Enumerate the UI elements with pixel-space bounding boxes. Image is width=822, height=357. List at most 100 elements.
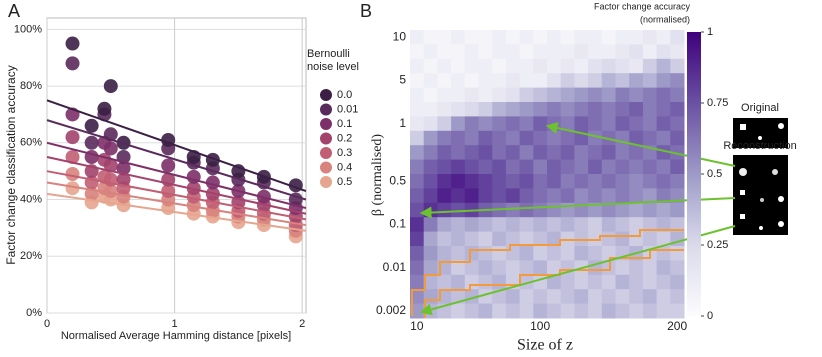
cell <box>505 58 521 74</box>
cell <box>492 246 507 261</box>
cell <box>588 116 603 132</box>
cell <box>519 202 534 218</box>
cell <box>464 174 479 189</box>
cell <box>492 145 507 161</box>
panel-label: B <box>360 1 372 21</box>
cell <box>615 145 630 161</box>
cell <box>505 202 521 218</box>
point <box>65 56 80 71</box>
cell <box>464 30 479 45</box>
cell <box>601 188 616 204</box>
cell <box>519 188 534 204</box>
cell <box>423 260 438 276</box>
cell <box>615 274 630 290</box>
cell <box>642 260 658 276</box>
cell <box>478 145 493 161</box>
cell <box>478 188 493 204</box>
cell <box>601 44 616 60</box>
cell <box>505 145 521 161</box>
cell <box>410 202 425 218</box>
cell <box>629 303 644 319</box>
cell <box>601 73 616 89</box>
cell <box>410 130 425 146</box>
cell <box>533 30 548 45</box>
x-axis-label: Normalised Average Hamming distance [pix… <box>61 330 291 342</box>
y-tick-label: 10 <box>393 29 407 43</box>
cell <box>464 188 479 204</box>
cell <box>629 231 644 247</box>
cell <box>629 44 644 60</box>
cell <box>423 217 438 233</box>
cell <box>423 274 438 290</box>
cell <box>519 231 534 247</box>
cell <box>629 202 644 218</box>
cell <box>464 116 479 132</box>
cell <box>670 246 685 261</box>
cell <box>533 202 548 218</box>
cell <box>560 274 575 290</box>
cell <box>437 130 452 146</box>
cell <box>478 274 493 290</box>
cell <box>423 87 438 103</box>
shape <box>740 124 746 130</box>
y-tick-label: 20% <box>20 250 42 262</box>
cell <box>423 246 438 261</box>
cell <box>533 174 548 189</box>
legend-label: 0.2 <box>337 132 352 144</box>
cell <box>615 188 630 204</box>
cell <box>560 159 575 175</box>
cell <box>423 231 438 247</box>
cell <box>642 102 658 117</box>
cell <box>547 289 562 305</box>
cell <box>574 145 589 161</box>
cell <box>588 274 603 290</box>
cell <box>588 202 603 218</box>
cell <box>533 159 548 175</box>
cell <box>410 73 425 89</box>
cell <box>560 217 575 233</box>
cell <box>547 202 562 218</box>
cell <box>451 159 466 175</box>
cell <box>533 130 548 146</box>
cell <box>410 274 425 290</box>
cell <box>629 102 644 117</box>
cell <box>505 30 521 45</box>
cell <box>629 130 644 146</box>
cell <box>547 246 562 261</box>
cell <box>560 73 575 89</box>
arrow <box>545 122 736 167</box>
cell <box>670 217 685 233</box>
cell <box>478 73 493 89</box>
cell <box>410 289 425 305</box>
shape <box>740 190 745 195</box>
y-tick-label: 0.01 <box>383 260 407 274</box>
cell <box>519 30 534 45</box>
cell <box>519 145 534 161</box>
cell <box>670 188 685 204</box>
cell <box>492 274 507 290</box>
cell <box>615 159 630 175</box>
trend-line <box>46 192 307 232</box>
cell <box>519 58 534 74</box>
cell <box>410 116 425 132</box>
cell <box>464 231 479 247</box>
cell <box>547 174 562 189</box>
cell <box>410 217 425 233</box>
point <box>65 149 80 164</box>
cell <box>547 145 562 161</box>
cell <box>601 231 616 247</box>
cell <box>451 260 466 276</box>
cell <box>423 102 438 117</box>
cell <box>505 87 521 103</box>
cell <box>505 260 521 276</box>
cell <box>492 174 507 189</box>
cell <box>451 116 466 132</box>
shape <box>778 196 784 202</box>
cell <box>588 30 603 45</box>
cell <box>410 102 425 117</box>
cell <box>615 102 630 117</box>
cell <box>601 217 616 233</box>
cell <box>670 102 685 117</box>
cell <box>670 145 685 161</box>
cell <box>451 174 466 189</box>
